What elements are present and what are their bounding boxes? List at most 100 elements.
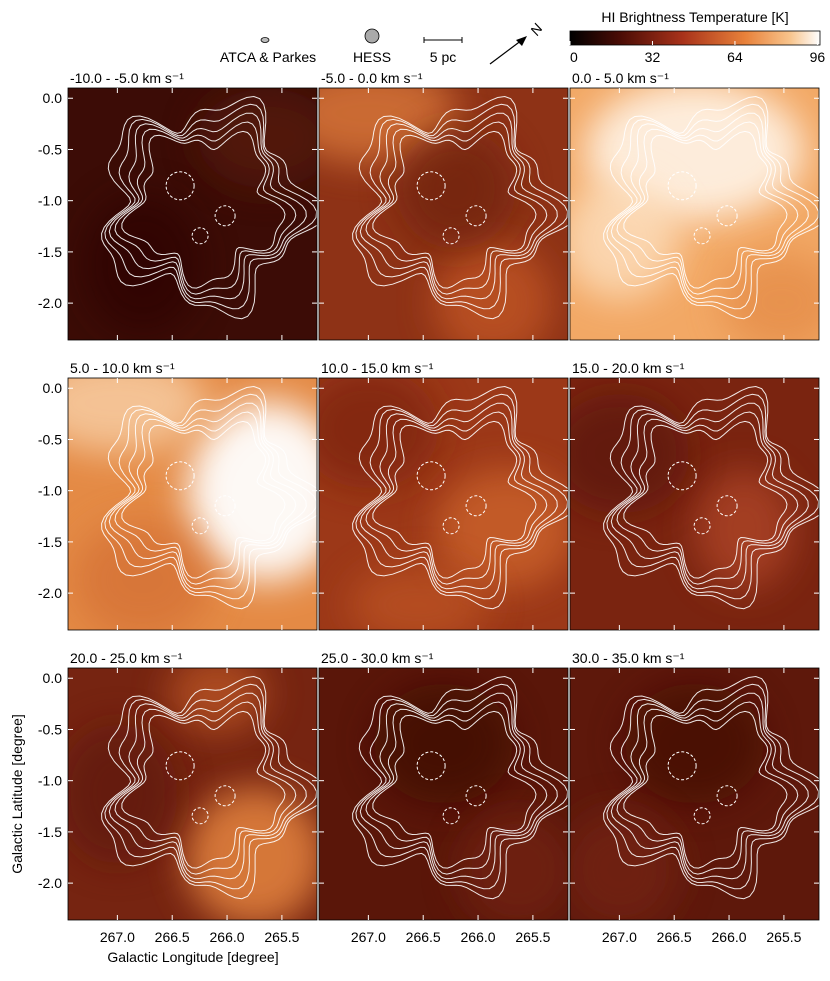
hi-emission	[458, 809, 568, 920]
hi-emission	[348, 564, 489, 630]
contour	[616, 121, 799, 295]
contour	[616, 411, 799, 585]
contour	[104, 393, 317, 600]
contour-negative	[165, 751, 195, 781]
y-tick-label: -1.5	[38, 824, 62, 840]
contour-negative	[191, 517, 209, 535]
contour-negative	[667, 461, 697, 491]
contour	[365, 411, 548, 585]
contour	[114, 411, 297, 585]
contour	[359, 112, 558, 300]
contour	[104, 103, 317, 310]
contour-negative	[465, 205, 487, 227]
panel	[68, 378, 317, 630]
hi-emission	[570, 179, 680, 300]
x-tick-label: 266.0	[712, 929, 747, 945]
panel-frame	[67, 377, 318, 631]
x-axis-label: Galactic Longitude [degree]	[107, 949, 278, 965]
north-arrow-head	[516, 36, 527, 46]
contour	[603, 95, 819, 320]
contour	[352, 675, 568, 900]
contour-negative	[667, 171, 697, 201]
contour	[121, 420, 286, 579]
contour	[359, 692, 558, 880]
y-tick-label: -1.5	[38, 244, 62, 260]
panel-title: 15.0 - 20.0 km s⁻¹	[572, 360, 685, 376]
contour	[623, 130, 788, 289]
panel-frame	[318, 667, 569, 921]
contour-negative	[442, 227, 460, 245]
y-axis-label: Galactic Latitude [degree]	[9, 714, 25, 874]
contour-negative	[214, 495, 236, 517]
contour	[359, 402, 558, 590]
hi-emission	[395, 128, 516, 249]
contour-negative	[214, 785, 236, 807]
contour	[372, 420, 537, 579]
hi-emission	[319, 378, 439, 489]
contour	[114, 121, 297, 295]
contour	[352, 95, 568, 320]
hi-emission	[68, 378, 208, 454]
north-arrow	[489, 39, 523, 65]
contour	[352, 385, 568, 610]
contour	[372, 710, 537, 869]
legend-label: 5 pc	[430, 49, 456, 65]
colorbar	[569, 30, 821, 46]
y-tick-label: 0.0	[43, 380, 63, 396]
contour-negative	[191, 227, 209, 245]
panel	[68, 668, 317, 920]
panel-title: 25.0 - 30.0 km s⁻¹	[321, 650, 434, 666]
legend	[260, 28, 527, 65]
y-tick-label: -2.0	[38, 585, 62, 601]
panel-title: -10.0 - -5.0 km s⁻¹	[70, 70, 184, 86]
panel-title: 20.0 - 25.0 km s⁻¹	[70, 650, 183, 666]
panel-title: 5.0 - 10.0 km s⁻¹	[70, 360, 175, 376]
panel	[570, 668, 819, 920]
beam-hess	[364, 28, 380, 44]
beam-atca	[260, 37, 270, 43]
north-label: N	[527, 20, 546, 38]
hi-emission	[624, 683, 765, 804]
panel-frame	[318, 377, 569, 631]
hi-emission	[694, 469, 795, 590]
y-tick-label: 0.0	[43, 670, 63, 686]
hi-emission	[72, 519, 213, 630]
contour	[355, 393, 568, 600]
contour-negative	[442, 517, 460, 535]
hi-emission	[187, 401, 317, 582]
contour	[121, 710, 286, 869]
y-tick-label: -2.0	[38, 875, 62, 891]
y-tick-label: -0.5	[38, 721, 62, 737]
x-tick-label: 265.5	[766, 929, 801, 945]
hi-emission	[82, 194, 203, 335]
panel-frame	[569, 377, 820, 631]
panel-frame	[318, 87, 569, 341]
contour	[114, 701, 297, 875]
legend-label: ATCA & Parkes	[220, 49, 316, 65]
y-tick-label: -1.0	[38, 483, 62, 499]
contour-negative	[416, 461, 446, 491]
panel-frame	[67, 667, 318, 921]
colorbar-tick-label: 32	[645, 49, 661, 65]
x-tick-label: 265.5	[515, 929, 550, 945]
contour-negative	[165, 171, 195, 201]
contour	[101, 385, 317, 610]
contour-negative	[716, 785, 738, 807]
y-tick-label: -1.0	[38, 193, 62, 209]
contour-negative	[191, 807, 209, 825]
contour	[610, 112, 809, 300]
x-tick-label: 266.0	[461, 929, 496, 945]
hi-emission	[197, 88, 317, 189]
x-tick-label: 267.0	[351, 929, 386, 945]
y-tick-label: -1.5	[38, 534, 62, 550]
x-tick-label: 267.0	[602, 929, 637, 945]
hi-emission	[570, 809, 680, 920]
panel-frame	[569, 667, 820, 921]
panel-frame	[67, 87, 318, 341]
legend-label: HESS	[353, 49, 391, 65]
contour	[610, 692, 809, 880]
panel-frame	[569, 87, 820, 341]
x-tick-label: 266.5	[155, 929, 190, 945]
hi-emission	[373, 683, 514, 804]
